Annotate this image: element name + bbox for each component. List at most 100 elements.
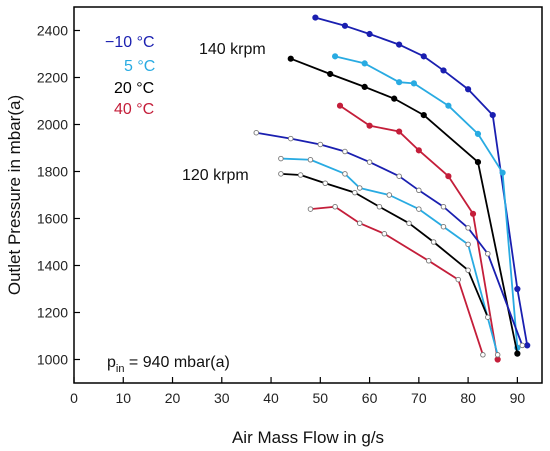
data-point <box>312 14 319 21</box>
data-point <box>440 203 447 210</box>
data-point <box>366 159 373 165</box>
data-point <box>416 206 422 212</box>
y-tick-label: 1800 <box>37 164 68 180</box>
data-point <box>336 102 344 109</box>
data-point <box>331 53 339 60</box>
y-tick-label: 2400 <box>37 23 68 39</box>
data-point <box>519 342 526 349</box>
x-tick-label: 20 <box>165 390 181 406</box>
data-point <box>416 187 422 194</box>
data-point <box>297 172 304 178</box>
data-point <box>327 70 334 78</box>
y-tick-label: 1400 <box>37 258 68 274</box>
x-tick-label: 40 <box>263 390 279 406</box>
data-point <box>366 30 373 38</box>
data-point <box>396 128 403 135</box>
data-point <box>307 206 314 212</box>
y-tick-label: 1200 <box>37 305 68 321</box>
data-point <box>396 173 402 179</box>
x-tick-label: 90 <box>510 390 526 406</box>
data-point <box>288 135 294 142</box>
data-point <box>485 314 491 320</box>
data-point <box>287 55 294 62</box>
data-point <box>381 231 388 237</box>
legend: −10 °C 5 °C 20 °C 40 °C <box>105 34 155 118</box>
data-point <box>524 342 531 349</box>
x-tick-label: 50 <box>313 390 329 406</box>
data-point <box>480 352 486 358</box>
data-point <box>342 148 348 155</box>
annotation-inlet-pressure: pin = 940 mbar(a) <box>107 354 230 375</box>
data-point <box>485 250 491 257</box>
data-point <box>341 22 349 29</box>
data-point <box>430 239 437 245</box>
data-point <box>514 285 521 293</box>
x-axis-title: Air Mass Flow in g/s <box>232 428 384 447</box>
data-point <box>489 112 496 119</box>
data-point <box>356 220 363 226</box>
x-tick-label: 10 <box>115 390 131 406</box>
data-point <box>469 210 477 217</box>
data-point <box>366 122 373 129</box>
annotation-120-krpm: 120 krpm <box>182 167 249 184</box>
data-point <box>391 95 398 102</box>
data-point <box>445 102 452 109</box>
data-point <box>465 241 471 248</box>
x-tick-label: 80 <box>460 390 476 406</box>
x-tick-label: 0 <box>70 390 78 406</box>
data-point <box>322 180 328 186</box>
legend-item: 20 °C <box>114 80 154 97</box>
annotation-inlet-pressure-sub: in <box>116 363 125 375</box>
plot-marks <box>253 14 531 363</box>
data-point <box>278 171 284 177</box>
y-axis-title: Outlet Pressure in mbar(a) <box>5 95 24 295</box>
y-tick-label: 2200 <box>37 70 68 86</box>
data-point <box>465 225 471 231</box>
legend-item: 40 °C <box>114 101 154 118</box>
data-point <box>440 223 447 230</box>
data-point <box>396 79 403 86</box>
data-point <box>253 129 260 136</box>
data-point <box>420 112 427 119</box>
series-line <box>334 55 519 348</box>
data-point <box>440 67 447 74</box>
axis-ticks: 0 10 20 30 40 50 60 70 80 90 1000 1200 1400 1600 1800 2… <box>37 23 526 407</box>
plot-frame <box>73 6 543 384</box>
data-point <box>425 258 432 264</box>
data-point <box>342 171 348 177</box>
data-point <box>307 156 314 163</box>
data-point <box>356 185 363 191</box>
annotation-inlet-pressure-rest: = 940 mbar(a) <box>124 354 229 371</box>
data-point <box>386 192 393 198</box>
y-tick-label: 1600 <box>37 211 68 227</box>
data-point <box>376 203 383 210</box>
annotation-140-krpm: 140 krpm <box>199 41 266 58</box>
y-tick-label: 1000 <box>37 352 68 368</box>
x-tick-label: 70 <box>411 390 427 406</box>
data-point <box>494 356 501 363</box>
data-point <box>361 83 368 91</box>
x-tick-label: 30 <box>214 390 230 406</box>
data-point <box>317 141 324 148</box>
data-point <box>494 352 501 358</box>
y-tick-label: 2000 <box>37 117 68 133</box>
legend-item: 5 °C <box>124 58 155 75</box>
data-point <box>415 147 422 154</box>
data-point <box>499 169 506 176</box>
legend-item: −10 °C <box>105 34 155 51</box>
data-point <box>465 267 471 273</box>
x-tick-label: 60 <box>362 390 378 406</box>
data-point <box>474 130 482 137</box>
data-point <box>361 60 368 67</box>
data-point <box>445 173 452 180</box>
data-point <box>406 220 412 226</box>
data-point <box>332 203 338 210</box>
data-point <box>455 276 462 283</box>
data-point <box>420 53 427 60</box>
data-point <box>410 80 418 87</box>
data-point <box>465 86 472 93</box>
data-point <box>396 41 403 48</box>
